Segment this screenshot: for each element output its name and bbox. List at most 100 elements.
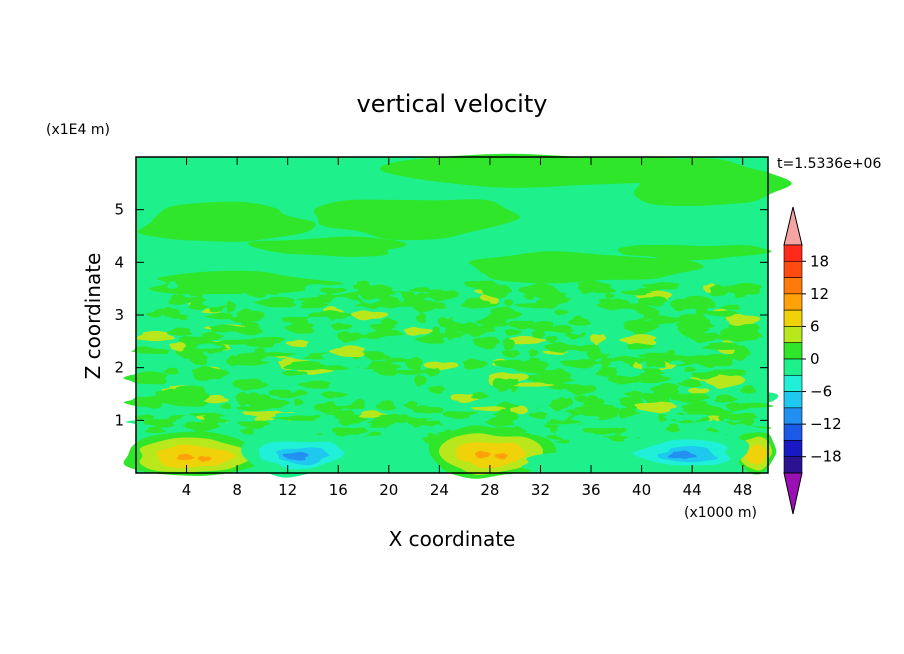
weak-positive-region (313, 199, 520, 241)
speckle-patch (492, 378, 515, 392)
speckle-patch (138, 317, 182, 323)
updraft-core (197, 456, 212, 462)
colorbar-swatch (783, 440, 803, 458)
speckle-patch (669, 414, 692, 422)
speckle-patch (201, 413, 236, 424)
time-label: t=1.5336e+06 (777, 156, 881, 172)
speckle-patch (574, 395, 587, 403)
downdraft-core (282, 451, 309, 461)
speckle-patch (336, 381, 353, 394)
weak-positive-region (617, 244, 772, 261)
speckle-patch (306, 316, 332, 327)
speckle-patch (166, 327, 193, 336)
speckle-patch (391, 370, 430, 375)
speckle-patch (580, 313, 616, 322)
speckle-patch (558, 424, 572, 432)
speckle-patch (734, 402, 774, 408)
downdraft-contour (521, 452, 618, 472)
y-tick-label: 3 (114, 306, 124, 324)
updraft-core (475, 450, 491, 459)
speckle-patch (448, 418, 477, 429)
speckle-patch (694, 401, 708, 409)
speckle-patch (501, 350, 521, 358)
speckle-patch (544, 341, 568, 353)
speckle-patch (355, 435, 401, 442)
speckle-patch (701, 342, 747, 350)
speckle-patch (371, 387, 383, 393)
x-tick-label: 40 (632, 481, 651, 499)
speckle-patch (709, 284, 730, 297)
speckle-patch (403, 326, 433, 336)
speckle-patch (725, 313, 761, 326)
speckle-patch (202, 296, 226, 308)
colorbar-swatch (783, 326, 803, 344)
speckle-patch (336, 331, 362, 344)
speckle-patch (328, 345, 366, 358)
speckle-patch (683, 366, 697, 372)
speckle-patch (668, 393, 711, 404)
speckle-patch (330, 322, 353, 331)
speckle-patch (528, 348, 539, 357)
speckle-patch (677, 325, 710, 336)
colorbar-swatch (783, 293, 803, 311)
speckle-patch (665, 423, 681, 433)
y-tick-label: 2 (114, 359, 124, 377)
speckle-patch (475, 315, 510, 327)
speckle-patch (414, 334, 446, 344)
speckle-patch (406, 412, 444, 420)
speckle-patch (620, 416, 654, 425)
speckle-patch (576, 280, 612, 291)
x-tick-label: 12 (278, 481, 297, 499)
y-axis-ticks: 1 2 3 4 5 (114, 201, 768, 429)
speckle-patch (517, 420, 547, 427)
speckle-patch (437, 316, 453, 328)
colorbar-tick-label: −12 (810, 415, 842, 433)
speckle-patch (191, 365, 230, 381)
speckle-patch (543, 411, 573, 421)
speckle-patch (373, 364, 397, 376)
speckle-patch (554, 429, 578, 440)
y-tick-label: 1 (114, 411, 124, 429)
speckle-patch (504, 299, 514, 307)
y-tick-label: 5 (114, 201, 124, 219)
speckle-patch (545, 336, 558, 344)
speckle-patch (403, 400, 419, 409)
speckle-patch (293, 398, 304, 406)
speckle-patch (409, 429, 431, 436)
speckle-patch (453, 322, 480, 335)
colorbar-tick-label: −18 (810, 448, 842, 466)
weak-positive-region (469, 251, 704, 284)
speckle-patch (374, 296, 405, 309)
speckle-patch (252, 347, 268, 360)
speckle-patch (733, 288, 748, 299)
speckle-patch (204, 312, 235, 320)
x-scale-note: (x1000 m) (684, 505, 757, 521)
speckle-patch (639, 296, 668, 307)
colorbar-tick-label: 18 (810, 252, 829, 270)
speckle-patch (384, 357, 414, 363)
speckle-patch (169, 341, 187, 352)
speckle-patch (194, 343, 224, 349)
speckle-patch (719, 413, 751, 421)
speckle-patch (175, 347, 205, 359)
speckle-patch (163, 306, 174, 318)
speckle-patch (535, 299, 562, 309)
speckle-patch (351, 398, 365, 409)
speckle-patch (212, 339, 248, 345)
weak-positive-region (138, 201, 316, 242)
colorbar-swatch (783, 374, 803, 392)
speckle-patch (300, 300, 329, 309)
x-tick-label: 36 (581, 481, 600, 499)
speckle-patch (236, 406, 271, 412)
speckle-patch (503, 337, 515, 353)
speckle-patch (434, 332, 466, 338)
updraft-core (743, 444, 767, 465)
speckle-patch (321, 391, 348, 399)
speckle-patch (268, 389, 309, 399)
speckle-patch (188, 296, 210, 310)
speckle-patch (695, 308, 708, 316)
speckle-patch (472, 336, 501, 350)
speckle-patch (281, 370, 308, 376)
speckle-patch (752, 337, 764, 348)
